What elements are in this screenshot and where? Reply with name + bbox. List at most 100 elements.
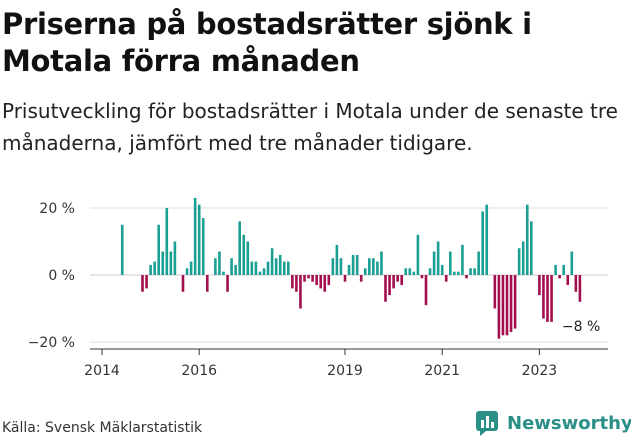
bar — [226, 275, 229, 292]
bar — [513, 275, 517, 329]
bar — [278, 254, 282, 275]
bar — [315, 275, 318, 286]
bar — [307, 275, 310, 279]
x-axis: 2014 2016 2019 2021 2023 — [84, 348, 608, 379]
logo-icon — [476, 411, 498, 436]
bar — [238, 221, 241, 275]
bar — [453, 271, 456, 275]
bar — [335, 244, 339, 275]
y-tick-label: −20 % — [28, 335, 75, 351]
bar — [246, 241, 250, 275]
chart-title: Priserna på bostadsrätter sjönk i Motala… — [2, 7, 532, 78]
bar — [258, 271, 262, 275]
bar — [440, 264, 444, 275]
bar — [295, 275, 298, 292]
bar — [505, 275, 509, 336]
bar — [550, 275, 553, 322]
bar — [331, 258, 335, 275]
newsworthy-logo: Newsworthy — [475, 407, 631, 439]
bar — [404, 268, 408, 275]
bar — [570, 251, 574, 275]
bar — [384, 275, 387, 302]
bar — [197, 204, 201, 275]
bar — [347, 264, 351, 275]
bar — [193, 197, 197, 275]
bar — [485, 204, 489, 275]
y-axis-tick-labels: 20 % 0 % −20 % — [28, 201, 75, 351]
bar — [521, 241, 525, 275]
bar — [153, 261, 156, 275]
bar — [157, 224, 160, 275]
x-tick-label: 2023 — [522, 363, 558, 379]
bar — [372, 258, 375, 275]
last-value-label: −8 % — [562, 319, 600, 335]
bar — [363, 268, 367, 275]
bar — [181, 275, 185, 292]
bar — [185, 268, 189, 275]
bar — [444, 275, 448, 282]
x-tick-label: 2021 — [424, 363, 460, 379]
bar — [120, 224, 124, 275]
bar — [481, 211, 484, 275]
bar — [566, 275, 570, 286]
bar — [343, 275, 347, 282]
x-tick-label: 2019 — [327, 363, 363, 379]
bar — [266, 261, 270, 275]
bar — [554, 264, 557, 275]
bar — [517, 248, 521, 275]
bar — [311, 275, 314, 282]
bar — [538, 275, 541, 296]
bar — [262, 268, 266, 275]
bar — [396, 275, 399, 282]
source-note: Källa: Svensk Mäklarstatistik — [2, 420, 203, 436]
bar — [420, 275, 424, 279]
bar — [400, 275, 403, 286]
bar — [339, 258, 343, 275]
bar — [206, 275, 209, 292]
bar — [497, 275, 501, 339]
bar — [416, 234, 420, 275]
bar — [578, 275, 582, 302]
bar — [465, 275, 468, 279]
bar — [149, 264, 152, 275]
y-tick-label: 20 % — [39, 201, 75, 217]
bar — [477, 251, 480, 275]
bar — [161, 251, 165, 275]
bar — [165, 208, 169, 275]
bar — [242, 234, 246, 275]
bar — [457, 271, 460, 275]
bar — [319, 275, 322, 289]
bar — [201, 218, 205, 275]
bar — [230, 258, 233, 275]
bar — [509, 275, 513, 332]
bar — [449, 251, 452, 275]
bar — [392, 275, 395, 289]
bar — [145, 275, 148, 289]
bar — [368, 258, 371, 275]
bar — [274, 258, 278, 275]
bar — [141, 275, 144, 292]
bar — [473, 268, 476, 275]
x-tick-label: 2016 — [181, 363, 217, 379]
bar — [287, 261, 290, 275]
bar-series — [120, 197, 582, 339]
bar — [303, 275, 306, 282]
bar — [412, 271, 416, 275]
bar — [380, 251, 383, 275]
bar — [214, 258, 217, 275]
bar — [428, 268, 432, 275]
bar — [291, 275, 294, 289]
bar — [432, 251, 436, 275]
bar — [355, 254, 359, 275]
x-tick-label: 2014 — [84, 363, 120, 379]
y-tick-label: 0 % — [48, 268, 75, 284]
bar — [323, 275, 327, 292]
bar — [574, 275, 578, 292]
bar — [436, 241, 440, 275]
chart-subtitle: Prisutveckling för bostadsrätter i Motal… — [2, 99, 618, 155]
bar — [461, 244, 464, 275]
bar — [234, 264, 237, 275]
bar — [222, 271, 225, 275]
bar — [424, 275, 428, 306]
bar — [351, 254, 355, 275]
